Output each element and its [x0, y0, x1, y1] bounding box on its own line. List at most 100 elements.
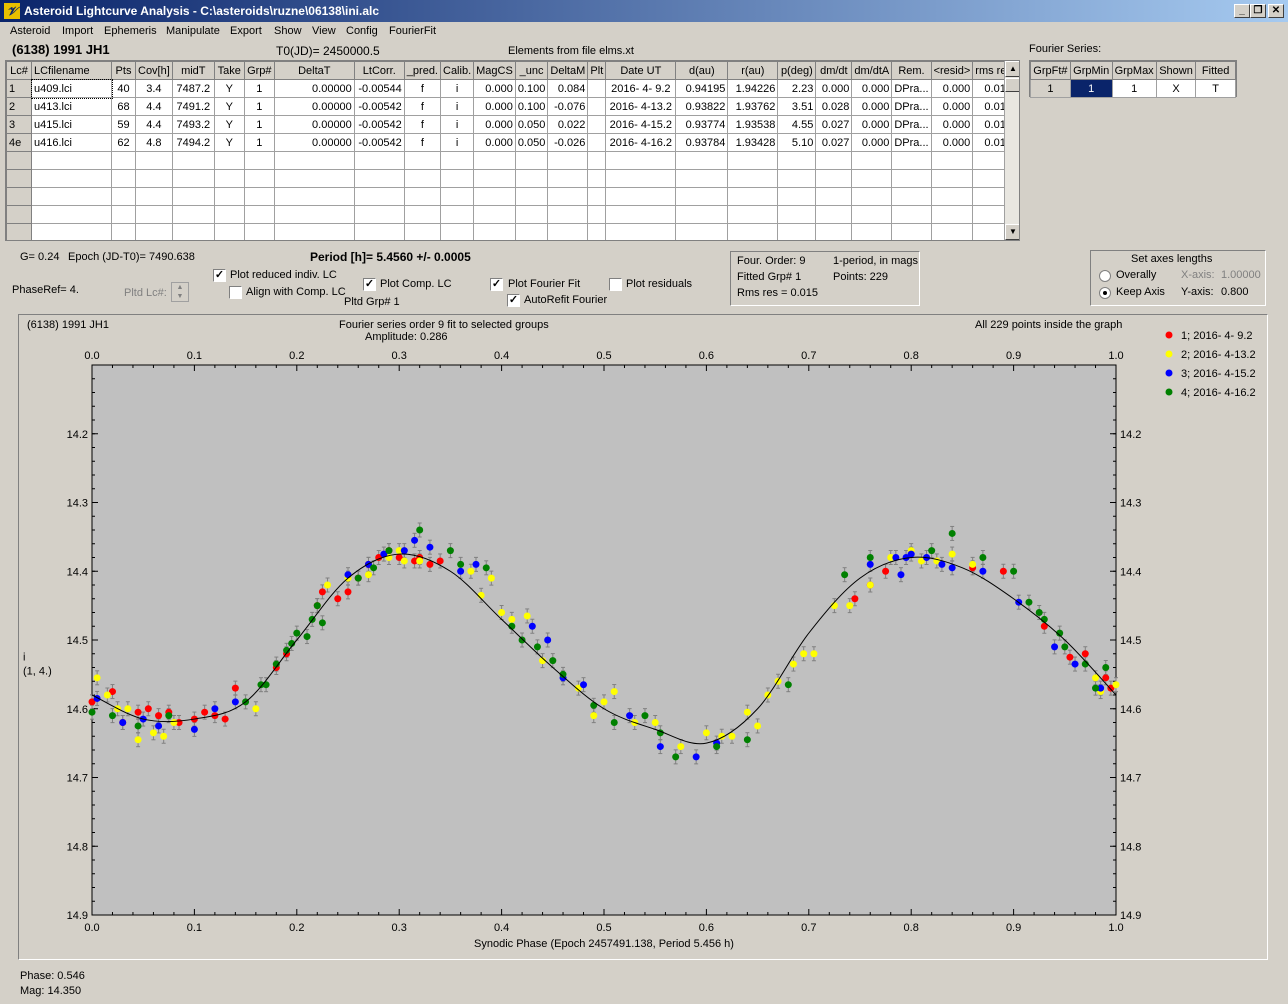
table-cell[interactable]: i — [439, 79, 475, 98]
plot-comp-checkbox[interactable]: ✓ — [363, 278, 376, 291]
table-cell[interactable] — [587, 115, 607, 134]
table-cell[interactable]: 0.93822 — [675, 97, 729, 116]
lightcurve-chart[interactable]: 0.0 0.0 0.1 0.1 0.2 0.2 0.3 0.3 0.4 0.4 0.5 0.5 0.6 0… — [19, 315, 1269, 961]
column-header[interactable]: Calib. — [439, 61, 475, 80]
table-cell[interactable]: -0.076 — [547, 97, 589, 116]
table-cell[interactable]: 0.028 — [815, 97, 853, 116]
table-cell[interactable]: 1.93538 — [727, 115, 779, 134]
column-header[interactable]: Date UT — [605, 61, 677, 80]
column-header[interactable]: LCfilename — [31, 61, 112, 80]
table-cell[interactable]: 4.55 — [777, 115, 817, 134]
plot-reduced-checkbox[interactable]: ✓ — [213, 269, 226, 282]
table-cell[interactable] — [587, 79, 607, 98]
table-row[interactable]: 2 u413.lci 68 4.4 7491.2 Y 1 0.00000 -0.00542 f i 0… — [6, 97, 1015, 116]
table-cell[interactable]: 0.100 — [514, 79, 549, 98]
table-cell[interactable]: 40 — [111, 79, 136, 98]
table-cell[interactable]: 0.000 — [851, 79, 893, 98]
minimize-button[interactable]: _ — [1234, 4, 1250, 18]
table-cell[interactable]: 0.000 — [815, 79, 853, 98]
table-cell[interactable]: f — [403, 115, 442, 134]
table-cell[interactable]: u413.lci — [31, 97, 112, 116]
table-cell[interactable]: i — [439, 133, 475, 152]
table-cell[interactable]: 7493.2 — [171, 115, 215, 134]
table-cell[interactable]: 5.10 — [777, 133, 817, 152]
table-cell[interactable]: DPra... — [891, 79, 932, 98]
table-cell[interactable]: 2016- 4- 9.2 — [605, 79, 677, 98]
table-cell[interactable]: Y — [213, 133, 245, 152]
table-row[interactable]: 3 u415.lci 59 4.4 7493.2 Y 1 0.00000 -0.00542 f i 0… — [6, 115, 1015, 134]
scroll-up-icon[interactable]: ▲ — [1005, 61, 1019, 77]
table-cell[interactable]: 0.100 — [514, 97, 549, 116]
x-axis-value[interactable]: 1.00000 — [1221, 269, 1261, 281]
table-cell[interactable]: i — [439, 97, 475, 116]
column-header[interactable]: midT — [171, 61, 215, 80]
column-header[interactable]: r(au) — [727, 61, 779, 80]
table-cell[interactable]: DPra... — [891, 115, 932, 134]
scroll-thumb[interactable] — [1005, 78, 1019, 92]
table-cell[interactable]: 4.8 — [135, 133, 173, 152]
table-scrollbar[interactable]: ▲ ▼ — [1004, 61, 1019, 240]
row-header[interactable]: 4e — [6, 133, 32, 152]
table-cell[interactable]: 2.23 — [777, 79, 817, 98]
table-cell[interactable]: 0.084 — [547, 79, 589, 98]
table-cell[interactable]: 0.000 — [473, 133, 516, 152]
table-cell[interactable]: 0.000 — [851, 97, 893, 116]
table-cell[interactable]: 68 — [111, 97, 136, 116]
table-cell[interactable]: 0.000 — [930, 115, 974, 134]
table-cell[interactable]: DPra... — [891, 133, 932, 152]
table-cell[interactable]: 0.000 — [930, 97, 974, 116]
pltd-lc-spinner[interactable]: ▲ ▼ — [171, 282, 189, 302]
column-header[interactable]: Pts — [111, 61, 136, 80]
table-cell[interactable]: 3.51 — [777, 97, 817, 116]
column-header[interactable]: Take — [213, 61, 245, 80]
table-cell[interactable]: 59 — [111, 115, 136, 134]
menu-manipulate[interactable]: Manipulate — [166, 25, 220, 37]
table-cell[interactable]: 0.00000 — [273, 133, 355, 152]
menu-import[interactable]: Import — [62, 25, 94, 37]
table-cell[interactable]: DPra... — [891, 97, 932, 116]
menu-export[interactable]: Export — [230, 25, 262, 37]
table-cell[interactable]: -0.00542 — [353, 97, 405, 116]
keep-axis-radio[interactable] — [1099, 287, 1111, 299]
column-header[interactable]: _pred. — [403, 61, 442, 80]
column-header[interactable]: _unc — [514, 61, 549, 80]
table-cell[interactable]: 0.00000 — [273, 97, 355, 116]
table-cell[interactable]: 1 — [243, 79, 275, 98]
column-header[interactable]: <resid> — [930, 61, 974, 80]
table-cell[interactable]: 1.93762 — [727, 97, 779, 116]
table-cell[interactable]: 1 — [243, 133, 275, 152]
fourier-cell-grpmin[interactable]: 1 — [1069, 79, 1113, 98]
table-cell[interactable]: f — [403, 97, 442, 116]
table-cell[interactable]: -0.00544 — [353, 79, 405, 98]
overally-radio[interactable] — [1099, 270, 1111, 282]
table-cell[interactable]: f — [403, 79, 442, 98]
empty-row[interactable] — [6, 223, 1015, 240]
table-cell[interactable]: 2016- 4-13.2 — [605, 97, 677, 116]
table-cell[interactable]: 0.050 — [514, 133, 549, 152]
menu-config[interactable]: Config — [346, 25, 378, 37]
row-header[interactable]: 1 — [6, 79, 32, 98]
table-row[interactable]: 4e u416.lci 62 4.8 7494.2 Y 1 0.00000 -0.00542 f i… — [6, 133, 1015, 152]
empty-row[interactable] — [6, 205, 1015, 224]
table-cell[interactable]: -0.026 — [547, 133, 589, 152]
fourier-cell-grpmax[interactable]: 1 — [1111, 79, 1157, 98]
menu-asteroid[interactable]: Asteroid — [10, 25, 51, 37]
table-cell[interactable]: 62 — [111, 133, 136, 152]
align-comp-checkbox[interactable] — [229, 286, 242, 299]
column-header[interactable]: Grp# — [243, 61, 275, 80]
table-cell[interactable]: Y — [213, 97, 245, 116]
table-cell[interactable]: 1.93428 — [727, 133, 779, 152]
row-header[interactable]: 3 — [6, 115, 32, 134]
table-cell[interactable]: 7487.2 — [171, 79, 215, 98]
menu-show[interactable]: Show — [274, 25, 302, 37]
close-button[interactable]: ✕ — [1268, 4, 1284, 18]
table-cell[interactable]: 0.000 — [473, 115, 516, 134]
table-cell[interactable]: 0.027 — [815, 133, 853, 152]
table-cell[interactable]: f — [403, 133, 442, 152]
fourier-cell-shown[interactable]: X — [1155, 79, 1197, 98]
table-cell[interactable]: 0.000 — [930, 133, 974, 152]
table-cell[interactable]: i — [439, 115, 475, 134]
table-cell[interactable]: 0.00000 — [273, 79, 355, 98]
table-cell[interactable]: 4.4 — [135, 115, 173, 134]
empty-row[interactable] — [6, 151, 1015, 170]
